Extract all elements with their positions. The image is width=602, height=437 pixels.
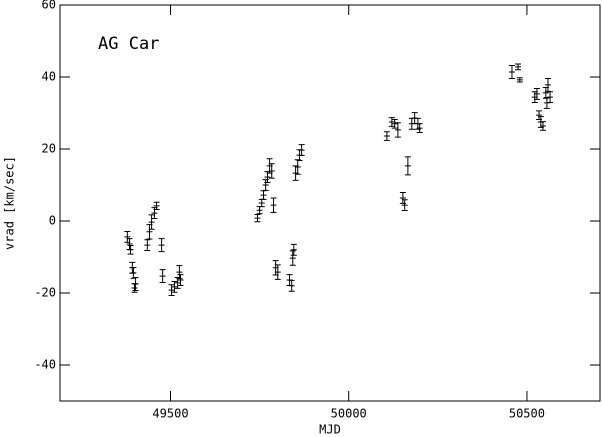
error-bar-point <box>171 280 178 293</box>
error-bar-point <box>158 238 165 253</box>
error-bar-point <box>258 198 265 208</box>
error-bar-point <box>539 121 546 131</box>
error-bar-point <box>289 250 296 266</box>
y-tick-label: 60 <box>42 0 56 12</box>
error-bar-point <box>543 97 550 109</box>
error-bar-point <box>274 264 281 280</box>
error-bar-point <box>516 77 523 83</box>
x-tick-label: 50500 <box>509 407 545 421</box>
error-bar-point <box>270 197 277 213</box>
error-bar-point <box>298 144 305 156</box>
error-bar-point <box>272 260 279 276</box>
error-bar-point <box>533 88 540 100</box>
error-bar-point <box>126 238 133 250</box>
error-bar-point <box>399 192 406 204</box>
error-bar-point <box>266 158 273 174</box>
error-bar-point <box>542 86 549 99</box>
y-axis-label: vrad [km/sec] <box>3 156 17 250</box>
error-bar-point <box>508 64 515 79</box>
error-bar-point <box>264 171 271 183</box>
y-tick-label: 40 <box>42 70 56 84</box>
error-bar-point <box>127 244 134 255</box>
error-bar-point <box>130 266 137 279</box>
y-tick-label: 0 <box>49 214 56 228</box>
y-tick-label: -20 <box>34 286 56 300</box>
error-bar-point <box>153 201 160 210</box>
error-bar-point <box>262 179 269 191</box>
error-bar-point <box>177 274 184 286</box>
error-bar-point <box>144 239 151 252</box>
error-bar-point <box>151 207 158 219</box>
error-bar-point <box>159 269 166 284</box>
error-bar-point <box>124 230 131 243</box>
error-bar-point <box>404 156 411 176</box>
error-bar-point <box>256 206 263 215</box>
x-axis-label: MJD <box>319 423 341 437</box>
error-bar-point <box>254 214 261 223</box>
y-tick-label: 20 <box>42 142 56 156</box>
error-bar-point <box>148 214 155 230</box>
error-bar-point <box>394 122 401 138</box>
error-bar-point <box>531 91 538 104</box>
error-bar-point <box>383 131 390 141</box>
y-tick-label: -40 <box>34 358 56 372</box>
x-tick-label: 50000 <box>331 407 367 421</box>
error-bar-point <box>416 123 423 133</box>
error-bar-point <box>290 243 297 256</box>
error-bar-point <box>547 91 554 104</box>
error-bar-point <box>288 279 295 292</box>
error-bar-point <box>401 199 408 212</box>
error-bar-point <box>515 63 522 71</box>
annotation: AG Car <box>98 34 159 54</box>
error-bar-point <box>536 110 543 120</box>
error-bar-point <box>388 117 395 127</box>
error-bar-point <box>292 165 299 181</box>
error-bar-point <box>146 224 153 240</box>
plot-frame <box>59 4 601 402</box>
error-bar-point <box>411 112 418 124</box>
x-tick-label: 49500 <box>152 407 188 421</box>
error-bar-point <box>294 159 301 175</box>
error-bar-point <box>131 283 138 293</box>
error-bar-point <box>174 277 181 289</box>
error-bar-point <box>176 265 183 280</box>
error-bar-point <box>260 190 267 200</box>
error-bar-point <box>544 77 551 92</box>
error-bar-point <box>268 163 275 179</box>
error-bar-point <box>391 118 398 129</box>
error-bar-point <box>168 284 175 297</box>
